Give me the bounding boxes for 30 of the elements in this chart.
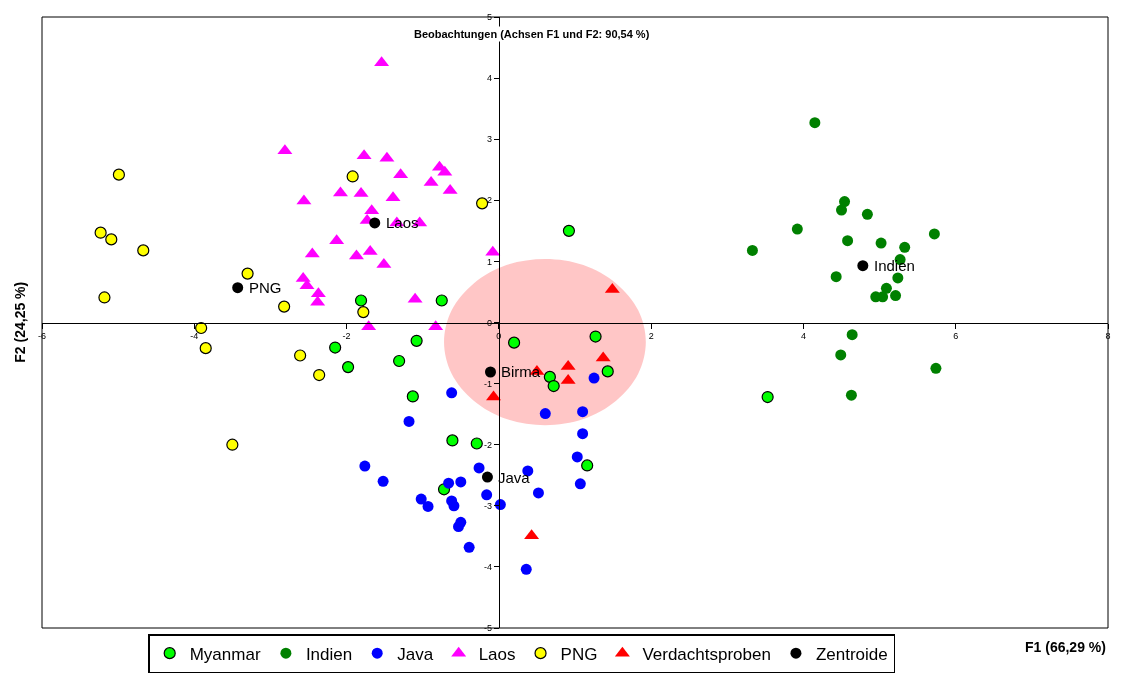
y-tick-label: 5 (486, 12, 492, 23)
y-tick-label: 4 (486, 73, 492, 84)
legend-label: Myanmar (189, 644, 261, 664)
annotation: PNG (249, 279, 282, 296)
x-tick-label: 6 (953, 331, 959, 342)
y-tick-label: 2 (486, 195, 492, 206)
annotation: Indien (874, 257, 915, 274)
legend-label: Java (397, 644, 434, 664)
y-axis-title: F2 (24,25 %) (11, 281, 28, 363)
legend-label: Laos (478, 644, 516, 664)
legend-label: Zentroide (815, 644, 888, 664)
legend-label: Verdachtsproben (642, 644, 771, 664)
legend-label: PNG (560, 644, 598, 664)
y-tick-label: -2 (483, 439, 492, 450)
y-tick-label: -4 (483, 562, 492, 573)
text: Beobachtungen (Achsen F1 und F2: 90,54 %) (414, 28, 650, 40)
x-tick-label: -6 (37, 331, 47, 342)
x-tick-label: -2 (342, 331, 351, 342)
y-tick-label: -3 (483, 500, 492, 511)
legend-label: Indien (305, 644, 353, 664)
y-tick-label: -1 (483, 378, 492, 389)
annotation: Birma (501, 363, 541, 380)
x-tick-label: 4 (800, 331, 806, 342)
x-tick-label: -4 (190, 331, 199, 342)
y-tick-label: -5 (483, 623, 492, 634)
x-tick-label: 8 (1105, 331, 1111, 342)
x-axis-title: F1 (66,29 %) (1025, 639, 1106, 655)
y-tick-label: 1 (486, 256, 492, 267)
x-tick-label: 2 (648, 331, 654, 342)
y-tick-label: 3 (486, 134, 492, 145)
